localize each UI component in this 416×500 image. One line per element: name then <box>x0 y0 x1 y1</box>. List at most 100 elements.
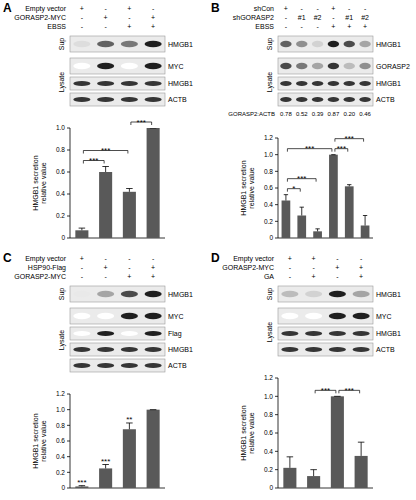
y-tick-label: 0.8 <box>56 146 65 153</box>
error-bar <box>150 128 157 129</box>
condition-mark: + <box>288 255 292 262</box>
condition-mark: + <box>127 5 131 12</box>
significance-label: *** <box>89 156 98 165</box>
condition-mark: + <box>151 273 155 280</box>
condition-mark: - <box>336 255 339 262</box>
blot-band <box>329 331 346 336</box>
y-axis-label-line: relative value <box>248 412 255 453</box>
significance-label: *** <box>297 174 306 183</box>
blot-band <box>121 347 138 352</box>
condition-mark: + <box>331 23 335 30</box>
y-tick <box>275 451 278 452</box>
ratio-value: 0.39 <box>312 111 324 117</box>
significance-label: *** <box>137 118 146 127</box>
blot-band <box>296 41 307 47</box>
y-axis <box>70 128 71 238</box>
condition-label: Empty vector <box>233 255 275 263</box>
y-tick-label: 0.2 <box>264 466 273 473</box>
y-axis-label-line: relative value <box>40 420 47 461</box>
condition-label: GORASP2-MYC <box>14 273 66 280</box>
error-bar <box>102 167 109 173</box>
y-tick-label: 1.0 <box>264 393 273 400</box>
bar <box>99 468 112 488</box>
blot-band <box>344 41 355 47</box>
blot-band <box>344 97 355 102</box>
bar <box>355 456 368 488</box>
y-tick-label: 0.4 <box>56 453 65 460</box>
condition-mark: - <box>289 264 292 271</box>
blot-band <box>280 63 291 69</box>
condition-mark: + <box>312 255 316 262</box>
blot-band <box>121 97 138 102</box>
condition-mark: + <box>104 14 108 21</box>
y-axis-label-line: HMGB1 secretion <box>240 405 247 460</box>
blot-band <box>145 81 162 86</box>
blot-band <box>73 81 90 86</box>
condition-mark: + <box>80 255 84 262</box>
blot-band <box>296 81 307 86</box>
blot-band <box>97 63 114 69</box>
condition-mark: + <box>151 264 155 271</box>
blot-label: HMGB1 <box>376 330 401 337</box>
error-bar <box>334 396 341 397</box>
bar <box>75 230 88 238</box>
bar <box>297 216 306 239</box>
y-tick <box>275 469 278 470</box>
y-tick-label: 0 <box>61 484 65 491</box>
blot-band <box>312 97 323 102</box>
blot-group-label: Lysate <box>266 322 274 342</box>
panel-letter: D <box>211 251 220 265</box>
y-axis-label-line: relative value <box>40 162 47 203</box>
blot-band <box>353 291 370 297</box>
error-bar <box>300 207 304 215</box>
y-tick <box>275 433 278 434</box>
blot-band <box>328 81 339 86</box>
blot-band <box>121 363 138 368</box>
blot-label: ACTB <box>168 362 187 369</box>
bar <box>331 396 344 488</box>
condition-mark: - <box>104 5 107 12</box>
blot-band <box>97 81 114 86</box>
y-tick <box>67 128 70 129</box>
condition-mark: - <box>104 273 107 280</box>
condition-mark: - <box>316 5 319 12</box>
condition-mark: - <box>285 23 288 30</box>
condition-mark: + <box>127 23 131 30</box>
error-bar <box>126 189 133 192</box>
condition-mark: - <box>128 14 131 21</box>
blot-strip <box>70 58 165 74</box>
condition-mark: - <box>81 264 84 271</box>
condition-mark: + <box>151 23 155 30</box>
y-tick-label: 0.6 <box>56 168 65 175</box>
blot-group-label: Sup <box>266 288 274 301</box>
blot-band <box>73 97 90 102</box>
y-axis-label: HMGB1 secretionrelative value <box>240 405 255 460</box>
blot-strip <box>70 327 165 340</box>
condition-mark: + <box>284 5 288 12</box>
blot-label: HMGB1 <box>168 291 193 298</box>
y-tick-label: 1.0 <box>264 151 273 158</box>
blot-band <box>328 97 339 102</box>
blot-band <box>305 331 322 336</box>
blot-strip <box>70 286 165 302</box>
blot-band <box>328 63 339 69</box>
y-tick-label: 1.2 <box>264 374 273 381</box>
blot-label: HMGB1 <box>376 41 401 48</box>
blot-band <box>145 363 162 368</box>
condition-mark: - <box>364 5 367 12</box>
blot-band <box>305 313 322 319</box>
y-tick-label: 0.4 <box>56 190 65 197</box>
y-tick <box>67 238 70 239</box>
blot-group-label: Sup <box>58 38 66 51</box>
y-tick-label: 0.8 <box>56 422 65 429</box>
blot-band <box>145 313 162 319</box>
error-bar <box>315 229 319 232</box>
y-axis-label-line: HMGB1 secretion <box>32 413 39 468</box>
y-tick-label: 0.6 <box>264 429 273 436</box>
blot-band <box>145 63 162 69</box>
error-bar <box>150 409 157 410</box>
y-tick-label: 1.2 <box>56 390 65 397</box>
condition-mark: - <box>152 255 155 262</box>
blot-group-label: Lysate <box>58 330 66 350</box>
blot-band <box>344 63 355 69</box>
